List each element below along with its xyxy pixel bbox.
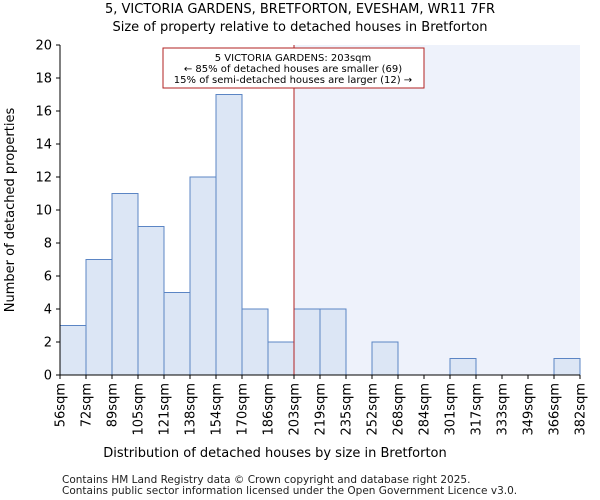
annotation-border <box>162 47 425 89</box>
y-tick-label: 18 <box>35 72 52 87</box>
x-tick-label: 235sqm <box>340 383 355 436</box>
x-axis-title: Distribution of detached houses by size … <box>103 446 446 461</box>
footer-line2: Contains public sector information licen… <box>62 485 517 497</box>
x-tick-label: 268sqm <box>392 383 407 436</box>
x-tick-label: 56sqm <box>54 383 69 427</box>
histogram-bar <box>241 308 269 376</box>
histogram-bar <box>215 94 243 376</box>
histogram-bar <box>189 176 217 376</box>
x-tick-label: 154sqm <box>210 383 225 436</box>
y-tick-label: 8 <box>44 237 52 252</box>
x-tick-label: 203sqm <box>288 383 303 436</box>
histogram-bar <box>163 292 191 376</box>
histogram-bar <box>267 341 295 376</box>
annotation-line1: 5 VICTORIA GARDENS: 203sqm <box>215 53 372 64</box>
chart-title-line2: Size of property relative to detached ho… <box>112 20 487 35</box>
x-tick-label: 382sqm <box>574 383 589 436</box>
x-tick-label: 89sqm <box>106 383 121 427</box>
histogram-bar <box>137 226 165 376</box>
y-tick-label: 10 <box>35 204 52 219</box>
histogram-bar <box>553 358 581 376</box>
y-tick-label: 20 <box>35 39 52 54</box>
x-tick-label: 284sqm <box>418 383 433 436</box>
x-tick-label: 170sqm <box>236 383 251 436</box>
y-tick-label: 2 <box>44 336 52 351</box>
annotation-line2: ← 85% of detached houses are smaller (69… <box>184 64 402 75</box>
x-tick-label: 105sqm <box>132 383 147 436</box>
x-tick-label: 366sqm <box>548 383 563 436</box>
chart-title-line1: 5, VICTORIA GARDENS, BRETFORTON, EVESHAM… <box>105 2 495 17</box>
histogram-bar <box>111 193 139 376</box>
x-tick-label: 301sqm <box>444 383 459 436</box>
histogram-bar <box>85 259 113 376</box>
x-tick-label: 219sqm <box>314 383 329 436</box>
y-tick-label: 4 <box>44 303 52 318</box>
x-tick-label: 186sqm <box>262 383 277 436</box>
histogram-bar <box>59 325 87 376</box>
x-tick-label: 72sqm <box>80 383 95 427</box>
y-tick-label: 14 <box>35 138 52 153</box>
y-tick-label: 12 <box>35 171 52 186</box>
x-tick-label: 252sqm <box>366 383 381 436</box>
y-tick-label: 0 <box>44 369 52 384</box>
histogram-bar <box>371 341 399 376</box>
annotation-line3: 15% of semi-detached houses are larger (… <box>174 75 412 86</box>
x-tick-label: 138sqm <box>184 383 199 436</box>
footer-line1: Contains HM Land Registry data © Crown c… <box>62 474 470 486</box>
y-axis-title: Number of detached properties <box>3 108 18 313</box>
x-tick-label: 317sqm <box>470 383 485 436</box>
histogram-bar <box>293 308 321 376</box>
x-tick-label: 333sqm <box>496 383 511 436</box>
histogram-bar <box>449 358 477 376</box>
y-tick-label: 16 <box>35 105 52 120</box>
histogram-bar <box>319 308 347 376</box>
y-tick-label: 6 <box>44 270 52 285</box>
x-tick-label: 121sqm <box>158 383 173 436</box>
annotation-box: 5 VICTORIA GARDENS: 203sqm ← 85% of deta… <box>162 47 425 89</box>
x-tick-label: 349sqm <box>522 383 537 436</box>
